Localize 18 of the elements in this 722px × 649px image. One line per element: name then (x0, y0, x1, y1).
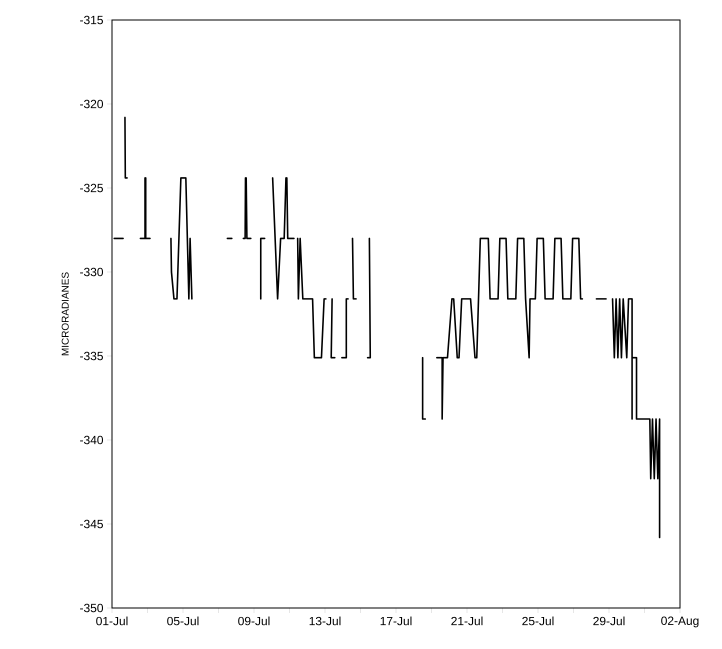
y-tick-label: -320 (80, 100, 104, 108)
x-tick-label: 17-Jul (380, 616, 412, 626)
y-tick-label: -325 (80, 184, 103, 192)
x-tick-label: 21-Jul (451, 616, 482, 626)
y-tick-label: -350 (80, 604, 104, 612)
y-tick-label: -340 (80, 436, 104, 444)
y-tick-label: -345 (80, 520, 103, 528)
x-tick-label: 25-Jul (522, 616, 554, 626)
x-tick-label: 13-Jul (310, 616, 340, 626)
y-axis-title: MICRORADIANES (62, 272, 69, 356)
x-tick-label: 09-Jul (238, 616, 270, 626)
y-tick-label: -315 (80, 16, 103, 24)
x-tick-label: 05-Jul (167, 616, 198, 626)
y-tick-label: -335 (80, 352, 103, 360)
x-tick-label: 01-Jul (96, 616, 128, 626)
x-tick-label: 29-Jul (593, 616, 624, 626)
y-tick-label: -330 (80, 268, 104, 276)
x-tick-label: 02-Aug (661, 616, 698, 628)
